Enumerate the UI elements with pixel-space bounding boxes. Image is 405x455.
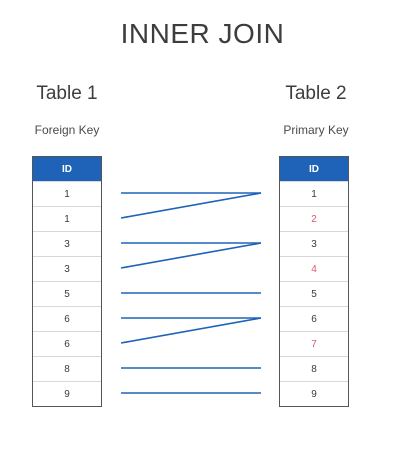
- table2-row: 4: [280, 256, 348, 281]
- table1-row: 3: [33, 231, 101, 256]
- table2-id-header: ID: [280, 157, 348, 181]
- table2-row: 3: [280, 231, 348, 256]
- table1-key-label: Foreign Key: [34, 123, 100, 137]
- join-connector-line: [120, 317, 262, 344]
- table1-id-column: ID 1 1 3 3 5 6 6 8 9: [32, 156, 102, 407]
- diagram-title: INNER JOIN: [120, 18, 285, 49]
- table1-row: 8: [33, 356, 101, 381]
- join-connector-line: [120, 242, 262, 269]
- table2-id-column: ID 1 2 3 4 5 6 7 8 9: [279, 156, 349, 407]
- table1-row: 1: [33, 181, 101, 206]
- table2-row: 1: [280, 181, 348, 206]
- table2-row: 6: [280, 306, 348, 331]
- table2-row: 7: [280, 331, 348, 356]
- table1-row: 5: [33, 281, 101, 306]
- join-connector-line: [120, 192, 262, 219]
- table1-row: 9: [33, 381, 101, 406]
- table1-name: Table 1: [36, 83, 98, 104]
- table1-row: 6: [33, 306, 101, 331]
- table1-row: 1: [33, 206, 101, 231]
- table1-row: 6: [33, 331, 101, 356]
- table2-row: 9: [280, 381, 348, 406]
- table2-row: 8: [280, 356, 348, 381]
- table2-row: 5: [280, 281, 348, 306]
- table1-id-header: ID: [33, 157, 101, 181]
- table1-row: 3: [33, 256, 101, 281]
- table2-key-label: Primary Key: [283, 123, 349, 137]
- table2-row: 2: [280, 206, 348, 231]
- table2-name: Table 2: [285, 83, 347, 104]
